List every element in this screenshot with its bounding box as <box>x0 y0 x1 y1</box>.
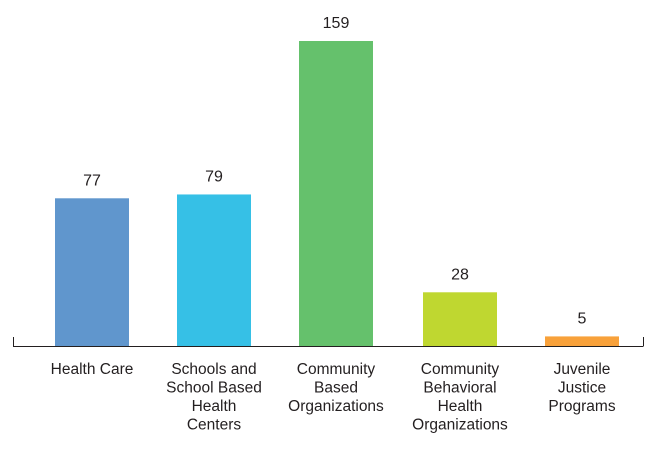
bars-layer <box>55 41 619 346</box>
category-label-4-line-3: Health <box>438 398 483 415</box>
value-label-4: 28 <box>451 266 469 283</box>
category-label-1: Health Care <box>51 361 134 378</box>
value-labels-layer: 77 79 159 28 5 <box>83 15 586 327</box>
category-label-4: Community Behavioral Health Organizations <box>412 361 508 434</box>
bar-3 <box>299 41 373 346</box>
category-label-2: Schools and School Based Health Centers <box>166 361 262 434</box>
value-label-2: 79 <box>205 168 223 185</box>
category-label-5-line-1: Juvenile <box>554 361 611 378</box>
bar-5 <box>545 336 619 346</box>
value-label-1: 77 <box>83 172 101 189</box>
category-label-4-line-4: Organizations <box>412 417 508 434</box>
value-label-3: 159 <box>323 15 350 32</box>
bar-1 <box>55 198 129 346</box>
category-label-4-line-1: Community <box>421 361 500 378</box>
bar-4 <box>423 292 497 346</box>
x-axis <box>13 337 644 347</box>
category-label-2-line-1: Schools and <box>171 361 256 378</box>
category-label-3-line-1: Community <box>297 361 376 378</box>
category-label-5: Juvenile Justice Programs <box>548 361 615 415</box>
bar-2 <box>177 194 251 346</box>
category-label-1-line-1: Health Care <box>51 361 134 378</box>
category-label-4-line-2: Behavioral <box>423 380 496 397</box>
category-label-3-line-3: Organizations <box>288 398 384 415</box>
category-label-3: Community Based Organizations <box>288 361 384 415</box>
category-labels-layer: Health Care Schools and School Based Health… <box>51 361 616 434</box>
category-label-2-line-2: School Based <box>166 380 262 397</box>
value-label-5: 5 <box>578 310 587 327</box>
category-label-2-line-3: Health <box>192 398 237 415</box>
category-label-3-line-2: Based <box>314 380 358 397</box>
category-label-2-line-4: Centers <box>187 417 242 434</box>
category-label-5-line-3: Programs <box>548 398 615 415</box>
category-label-5-line-2: Justice <box>558 380 606 397</box>
